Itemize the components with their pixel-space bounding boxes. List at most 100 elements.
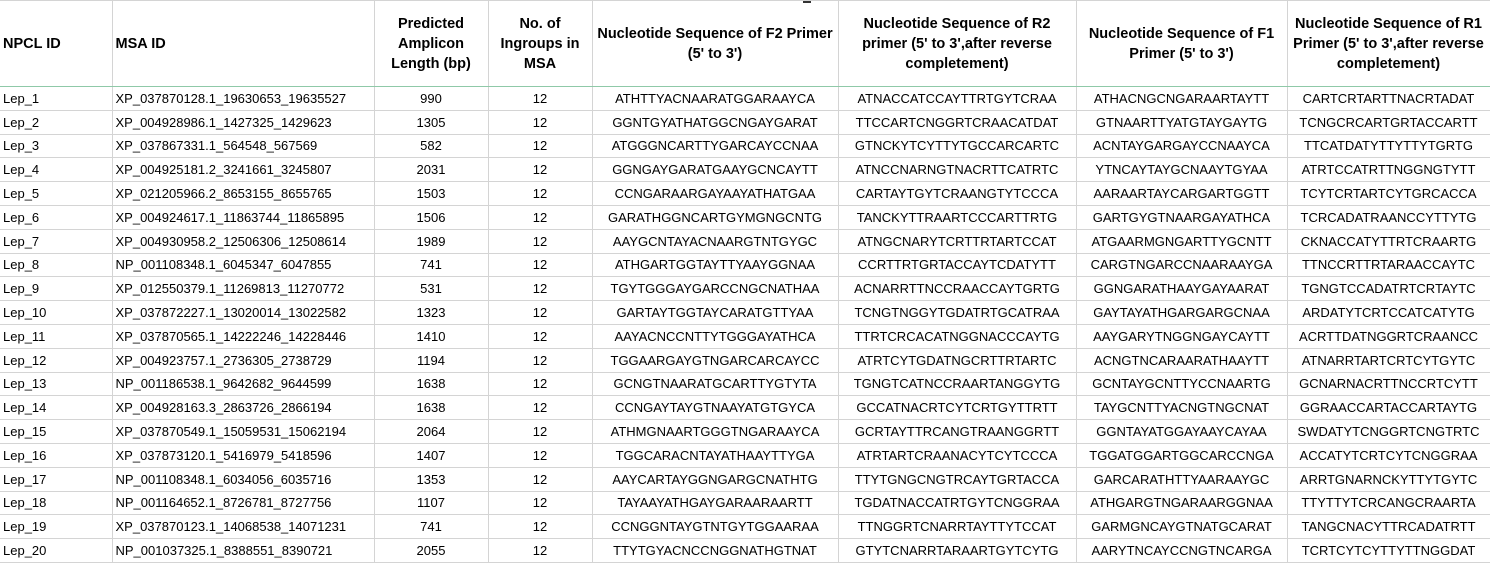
f1-primer-cell[interactable]: ACNTAYGARGAYCCNAAYCA	[1076, 134, 1288, 159]
amplicon-length-cell[interactable]: 1638	[374, 395, 489, 421]
msa-id-cell[interactable]: XP_037870128.1_19630653_19635527	[112, 86, 375, 111]
msa-id-cell[interactable]: NP_001186538.1_9642682_9644599	[112, 372, 375, 397]
f2-primer-cell[interactable]: GCNGTNAARATGCARTTYGTYTA	[592, 372, 839, 397]
msa-id-cell[interactable]: XP_021205966.2_8653155_8655765	[112, 181, 375, 206]
r1-primer-cell[interactable]: GGRAACCARTACCARTAYTG	[1287, 395, 1490, 421]
f1-primer-cell[interactable]: GGNTAYATGGAYAAYCAYAA	[1076, 419, 1288, 444]
r2-primer-cell[interactable]: ACNARRTTNCCRAACCAYTGRTG	[838, 276, 1077, 302]
r1-primer-cell[interactable]: ATNARRTARTCRTCYTGYTC	[1287, 348, 1490, 373]
amplicon-length-cell[interactable]: 1323	[374, 300, 489, 325]
f2-primer-cell[interactable]: CCNGARAARGAYAAYATHATGAA	[592, 181, 839, 206]
msa-id-cell[interactable]: XP_037867331.1_564548_567569	[112, 134, 375, 159]
f2-primer-cell[interactable]: ATHTTYACNAARATGGARAAYCA	[592, 86, 839, 111]
r2-primer-cell[interactable]: GTYTCNARRTARAARTGYTCYTG	[838, 538, 1077, 563]
f2-primer-cell[interactable]: AAYCARTAYGGNGARGCNATHTG	[592, 467, 839, 492]
f1-primer-cell[interactable]: GGNGARATHAAYGAYAARAT	[1076, 276, 1288, 302]
ingroups-cell[interactable]: 12	[488, 253, 593, 278]
npcl-id-cell[interactable]: Lep_4	[0, 157, 113, 183]
npcl-id-cell[interactable]: Lep_7	[0, 229, 113, 254]
header-f2-primer[interactable]: Nucleotide Sequence of F2 Primer (5' to …	[592, 0, 839, 87]
f2-primer-cell[interactable]: TGGCARACNTAYATHAAYTTYGA	[592, 443, 839, 468]
f1-primer-cell[interactable]: GARCARATHTTYAARAAYGC	[1076, 467, 1288, 492]
npcl-id-cell[interactable]: Lep_17	[0, 467, 113, 492]
f2-primer-cell[interactable]: TTYTGYACNCCNGGNATHGTNAT	[592, 538, 839, 563]
ingroups-cell[interactable]: 12	[488, 205, 593, 230]
r2-primer-cell[interactable]: TGDATNACCATRTGYTCNGGRAA	[838, 491, 1077, 516]
f1-primer-cell[interactable]: ATHGARGTNGARAARGGNAA	[1076, 491, 1288, 516]
amplicon-length-cell[interactable]: 2064	[374, 419, 489, 444]
amplicon-length-cell[interactable]: 1194	[374, 348, 489, 373]
msa-id-cell[interactable]: XP_037870123.1_14068538_14071231	[112, 514, 375, 540]
npcl-id-cell[interactable]: Lep_20	[0, 538, 113, 563]
ingroups-cell[interactable]: 12	[488, 300, 593, 325]
f2-primer-cell[interactable]: AAYACNCCNTTYTGGGAYATHCA	[592, 324, 839, 349]
r2-primer-cell[interactable]: TCNGTNGGYTGDATRTGCATRAA	[838, 300, 1077, 325]
f2-primer-cell[interactable]: GARATHGGNCARTGYMGNGCNTG	[592, 205, 839, 230]
amplicon-length-cell[interactable]: 990	[374, 86, 489, 111]
amplicon-length-cell[interactable]: 1353	[374, 467, 489, 492]
f1-primer-cell[interactable]: TAYGCNTTYACNGTNGCNAT	[1076, 395, 1288, 421]
r2-primer-cell[interactable]: TTRTCRCACATNGGNACCCAYTG	[838, 324, 1077, 349]
npcl-id-cell[interactable]: Lep_9	[0, 276, 113, 302]
amplicon-length-cell[interactable]: 1506	[374, 205, 489, 230]
r1-primer-cell[interactable]: GCNARNACRTTNCCRTCYTT	[1287, 372, 1490, 397]
amplicon-length-cell[interactable]: 1107	[374, 491, 489, 516]
r2-primer-cell[interactable]: ATRTCYTGDATNGCRTTRTARTC	[838, 348, 1077, 373]
msa-id-cell[interactable]: NP_001108348.1_6045347_6047855	[112, 253, 375, 278]
amplicon-length-cell[interactable]: 1638	[374, 372, 489, 397]
header-r2-primer[interactable]: Nucleotide Sequence of R2 primer (5' to …	[838, 0, 1077, 87]
r2-primer-cell[interactable]: ATNCCNARNGTNACRTTCATRTC	[838, 157, 1077, 183]
ingroups-cell[interactable]: 12	[488, 324, 593, 349]
amplicon-length-cell[interactable]: 1410	[374, 324, 489, 349]
msa-id-cell[interactable]: XP_004925181.2_3241661_3245807	[112, 157, 375, 183]
msa-id-cell[interactable]: XP_037870549.1_15059531_15062194	[112, 419, 375, 444]
npcl-id-cell[interactable]: Lep_5	[0, 181, 113, 206]
f1-primer-cell[interactable]: AARYTNCAYCCNGTNCARGA	[1076, 538, 1288, 563]
ingroups-cell[interactable]: 12	[488, 395, 593, 421]
msa-id-cell[interactable]: NP_001164652.1_8726781_8727756	[112, 491, 375, 516]
f1-primer-cell[interactable]: AAYGARYTNGGNGAYCAYTT	[1076, 324, 1288, 349]
msa-id-cell[interactable]: NP_001108348.1_6034056_6035716	[112, 467, 375, 492]
r1-primer-cell[interactable]: ACCATYTCRTCYTCNGGRAA	[1287, 443, 1490, 468]
r1-primer-cell[interactable]: ARDATYTCRTCCATCATYTG	[1287, 300, 1490, 325]
msa-id-cell[interactable]: XP_037872227.1_13020014_13022582	[112, 300, 375, 325]
amplicon-length-cell[interactable]: 1989	[374, 229, 489, 254]
npcl-id-cell[interactable]: Lep_14	[0, 395, 113, 421]
ingroups-cell[interactable]: 12	[488, 276, 593, 302]
r2-primer-cell[interactable]: TTYTGNGCNGTRCAYTGRTACCA	[838, 467, 1077, 492]
ingroups-cell[interactable]: 12	[488, 110, 593, 135]
f2-primer-cell[interactable]: CCNGGNTAYGTNTGYTGGAARAA	[592, 514, 839, 540]
ingroups-cell[interactable]: 12	[488, 443, 593, 468]
msa-id-cell[interactable]: XP_004923757.1_2736305_2738729	[112, 348, 375, 373]
header-f1-primer[interactable]: Nucleotide Sequence of F1 Primer (5' to …	[1076, 0, 1288, 87]
r1-primer-cell[interactable]: TTNCCRTTRTARAACCAYTC	[1287, 253, 1490, 278]
r1-primer-cell[interactable]: TCRTCYTCYTTYTTNGGDAT	[1287, 538, 1490, 563]
msa-id-cell[interactable]: XP_004924617.1_11863744_11865895	[112, 205, 375, 230]
npcl-id-cell[interactable]: Lep_8	[0, 253, 113, 278]
amplicon-length-cell[interactable]: 531	[374, 276, 489, 302]
r1-primer-cell[interactable]: TANGCNACYTTRCADATRTT	[1287, 514, 1490, 540]
ingroups-cell[interactable]: 12	[488, 419, 593, 444]
r1-primer-cell[interactable]: TCRCADATRAANCCYTTYTG	[1287, 205, 1490, 230]
amplicon-length-cell[interactable]: 1503	[374, 181, 489, 206]
npcl-id-cell[interactable]: Lep_13	[0, 372, 113, 397]
amplicon-length-cell[interactable]: 1407	[374, 443, 489, 468]
npcl-id-cell[interactable]: Lep_6	[0, 205, 113, 230]
msa-id-cell[interactable]: XP_004930958.2_12506306_12508614	[112, 229, 375, 254]
f2-primer-cell[interactable]: GARTAYTGGTAYCARATGTTYAA	[592, 300, 839, 325]
r2-primer-cell[interactable]: ATNACCATCCAYTTRTGYTCRAA	[838, 86, 1077, 111]
ingroups-cell[interactable]: 12	[488, 348, 593, 373]
ingroups-cell[interactable]: 12	[488, 372, 593, 397]
r2-primer-cell[interactable]: CARTAYTGYTCRAANGTYTCCCA	[838, 181, 1077, 206]
msa-id-cell[interactable]: XP_004928986.1_1427325_1429623	[112, 110, 375, 135]
header-r1-primer[interactable]: Nucleotide Sequence of R1 Primer (5' to …	[1287, 0, 1490, 87]
ingroups-cell[interactable]: 12	[488, 181, 593, 206]
npcl-id-cell[interactable]: Lep_18	[0, 491, 113, 516]
ingroups-cell[interactable]: 12	[488, 538, 593, 563]
npcl-id-cell[interactable]: Lep_2	[0, 110, 113, 135]
r2-primer-cell[interactable]: ATRTARTCRAANACYTCYTCCCA	[838, 443, 1077, 468]
header-npcl-id[interactable]: NPCL ID	[0, 0, 113, 87]
f1-primer-cell[interactable]: GCNTAYGCNTTYCCNAARTG	[1076, 372, 1288, 397]
r1-primer-cell[interactable]: TCYTCRTARTCYTGRCACCA	[1287, 181, 1490, 206]
ingroups-cell[interactable]: 12	[488, 157, 593, 183]
